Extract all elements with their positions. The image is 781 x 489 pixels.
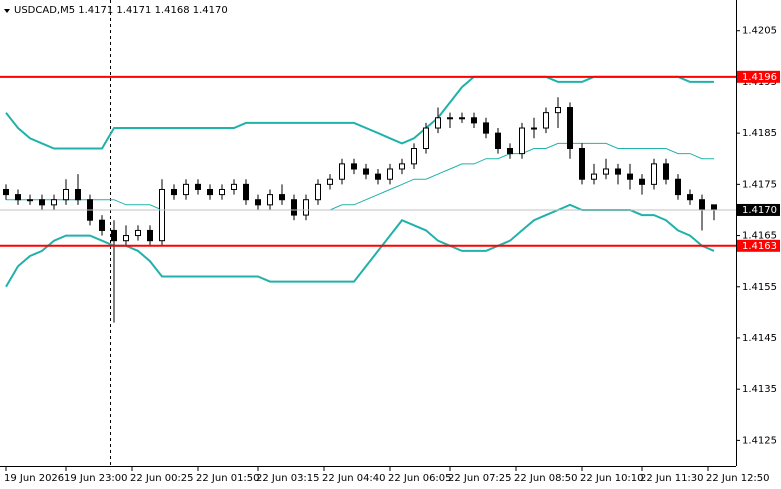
- x-tick-label: 22 Jun 12:50: [706, 473, 770, 484]
- candle-body: [75, 188, 81, 201]
- candle-body: [171, 188, 177, 196]
- y-tick-label: 1.4145: [742, 333, 777, 344]
- candle-body: [483, 122, 489, 134]
- candle-body: [675, 178, 681, 196]
- candle-body: [327, 178, 333, 185]
- candle-body: [567, 107, 573, 150]
- candle-body: [195, 183, 201, 190]
- candle-body: [207, 188, 213, 196]
- candle-body: [231, 183, 237, 190]
- x-tick-label: 22 Jun 06:05: [388, 473, 452, 484]
- y-tick-label: 1.4155: [742, 282, 777, 293]
- candle-body: [303, 199, 309, 216]
- candle-body: [99, 219, 105, 231]
- candle-body: [123, 235, 129, 242]
- band-line: [6, 142, 714, 211]
- candle-body: [435, 117, 441, 129]
- candle-body: [159, 188, 165, 242]
- menu-arrow: [4, 9, 10, 13]
- candle-body: [447, 117, 453, 120]
- y-tick-label: 1.4125: [742, 435, 777, 446]
- last-price-label: 1.4170: [742, 205, 777, 216]
- level-label-box: [737, 70, 780, 83]
- y-tick-label: 1.4185: [742, 128, 777, 139]
- y-tick-label: 1.4205: [742, 26, 777, 37]
- candle-body: [387, 168, 393, 180]
- candle-body: [351, 163, 357, 170]
- candle-body: [603, 168, 609, 175]
- x-tick-label: 22 Jun 03:15: [256, 473, 320, 484]
- candle-body: [543, 112, 549, 129]
- candle-body: [507, 148, 513, 155]
- candle-body: [63, 188, 69, 201]
- x-tick-label: 22 Jun 08:50: [514, 473, 578, 484]
- candle-body: [555, 107, 561, 114]
- candle-body: [651, 163, 657, 185]
- level-label: 1.4196: [742, 72, 777, 83]
- x-tick-label: 19 Jun 23:00: [64, 473, 128, 484]
- candle-body: [111, 229, 117, 242]
- candle-body: [495, 132, 501, 150]
- candle-body: [27, 199, 33, 202]
- candle-body: [243, 183, 249, 201]
- candle-body: [459, 117, 465, 120]
- candle-body: [279, 194, 285, 201]
- candle-body: [183, 183, 189, 196]
- candle-body: [615, 168, 621, 175]
- candle-body: [423, 127, 429, 150]
- chart-title: USDCAD,M5 1.4171 1.4171 1.4168 1.4170: [14, 5, 228, 16]
- candle-body: [687, 194, 693, 201]
- candle-body: [579, 148, 585, 180]
- candle-body: [375, 173, 381, 180]
- x-tick-label: 22 Jun 11:30: [640, 473, 704, 484]
- candle-body: [531, 127, 537, 130]
- candle-body: [711, 204, 717, 211]
- candle-body: [471, 117, 477, 124]
- candle-body: [639, 178, 645, 185]
- candle-body: [135, 229, 141, 237]
- candle-body: [411, 148, 417, 165]
- last-price-box: [737, 203, 780, 216]
- y-tick-label: 1.4135: [742, 384, 777, 395]
- x-tick-label: 19 Jun 2026: [4, 473, 64, 484]
- level-label-box: [737, 239, 780, 252]
- candle-body: [663, 163, 669, 180]
- candle-body: [219, 188, 225, 196]
- candle-body: [363, 168, 369, 175]
- x-tick-label: 22 Jun 04:40: [322, 473, 386, 484]
- candle-body: [255, 199, 261, 206]
- candle-body: [399, 163, 405, 170]
- candle-body: [699, 199, 705, 211]
- candle-body: [627, 173, 633, 180]
- level-label: 1.4163: [742, 241, 777, 252]
- x-tick-label: 22 Jun 10:10: [580, 473, 644, 484]
- candle-body: [519, 127, 525, 155]
- candle-body: [51, 199, 57, 206]
- candle-body: [3, 188, 9, 196]
- candle-body: [291, 199, 297, 216]
- x-tick-label: 22 Jun 07:25: [448, 473, 512, 484]
- candle-body: [315, 183, 321, 201]
- candle-body: [39, 199, 45, 206]
- candle-body: [147, 229, 153, 242]
- candle-body: [591, 173, 597, 180]
- y-tick-label: 1.4175: [742, 179, 777, 190]
- x-tick-label: 22 Jun 01:50: [196, 473, 260, 484]
- y-tick-label: 1.4165: [742, 231, 777, 242]
- candle-body: [267, 194, 273, 206]
- x-tick-label: 22 Jun 00:25: [130, 473, 194, 484]
- candle-body: [15, 194, 21, 201]
- candle-body: [339, 163, 345, 180]
